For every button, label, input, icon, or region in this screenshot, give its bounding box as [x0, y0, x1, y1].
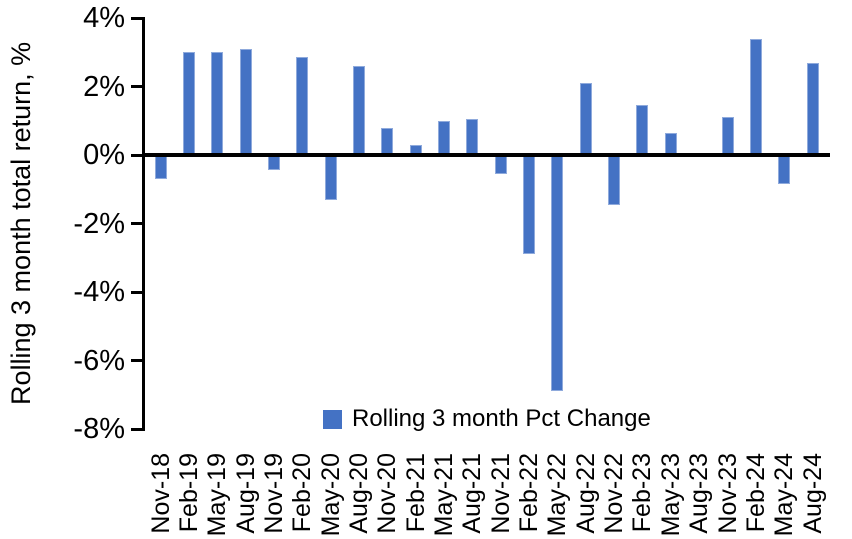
legend-marker-icon: [323, 409, 342, 429]
y-tick: [131, 359, 145, 362]
x-tick-label: Aug-21: [458, 453, 487, 534]
y-tick-label: 2%: [83, 70, 125, 103]
x-tick-label: May-24: [770, 453, 799, 537]
x-tick-label: Nov-23: [713, 453, 742, 534]
legend: Rolling 3 month Pct Change: [323, 405, 651, 433]
bar-May-20: [324, 155, 337, 200]
y-tick: [131, 153, 145, 157]
bar-Feb-22: [523, 155, 536, 255]
x-tick-label: Nov-18: [146, 453, 175, 534]
x-tick-label: Nov-21: [486, 453, 515, 534]
y-tick: [131, 290, 145, 294]
bar-Aug-21: [466, 119, 479, 155]
x-tick-label: May-19: [203, 453, 232, 537]
bar-Nov-20: [381, 127, 394, 155]
y-tick-label: -2%: [73, 207, 125, 240]
x-tick-label: Feb-22: [515, 453, 544, 533]
x-tick-label: Nov-19: [259, 453, 288, 534]
y-tick-label: 0%: [83, 139, 125, 171]
y-tick: [131, 85, 145, 88]
x-tick-label: May-22: [543, 453, 572, 537]
x-tick-label: May-23: [656, 453, 685, 537]
y-tick-label: 4%: [83, 2, 125, 34]
x-tick-label: Aug-22: [571, 453, 600, 534]
x-tick-label: Aug-24: [798, 453, 827, 534]
x-tick-label: Feb-21: [401, 453, 430, 533]
x-tick-label: Feb-24: [741, 453, 770, 533]
bar-Nov-21: [494, 155, 507, 174]
y-tick: [131, 16, 145, 20]
bar-Feb-23: [636, 105, 649, 155]
bar-May-23: [664, 132, 677, 155]
bar-Feb-24: [749, 38, 762, 155]
bar-May-21: [438, 120, 450, 155]
bar-Feb-20: [296, 57, 309, 155]
x-tick-label: Feb-20: [288, 453, 317, 533]
zero-baseline: [145, 153, 830, 157]
bar-Aug-19: [239, 48, 252, 155]
x-tick-label: May-20: [316, 453, 345, 537]
bar-Nov-22: [608, 155, 621, 205]
bar-Aug-22: [579, 83, 592, 155]
bar-Nov-19: [267, 155, 280, 171]
x-tick-label: Nov-20: [373, 453, 402, 534]
y-tick: [131, 222, 145, 225]
bar-May-19: [211, 52, 224, 155]
legend-label: Rolling 3 month Pct Change: [352, 405, 651, 432]
bar-May-22: [551, 155, 564, 392]
x-tick-label: Feb-23: [628, 453, 657, 533]
bar-May-24: [778, 155, 791, 185]
bar-Aug-24: [806, 62, 819, 155]
y-tick-label: -4%: [73, 276, 125, 308]
y-tick: [131, 427, 145, 431]
y-tick-label: -8%: [73, 413, 125, 445]
x-tick-label: Aug-20: [344, 453, 373, 534]
bar-Aug-20: [352, 65, 365, 155]
x-tick-label: May-21: [430, 453, 458, 537]
y-tick-label: -6%: [73, 344, 125, 377]
bar-Nov-23: [721, 117, 734, 155]
x-tick-label: Feb-19: [174, 453, 203, 533]
bar-Nov-18: [154, 155, 167, 179]
x-tick-label: Nov-22: [600, 453, 629, 534]
x-tick-label: Aug-23: [685, 453, 714, 534]
x-tick-label: Aug-19: [231, 453, 260, 534]
bar-Feb-19: [182, 52, 195, 155]
